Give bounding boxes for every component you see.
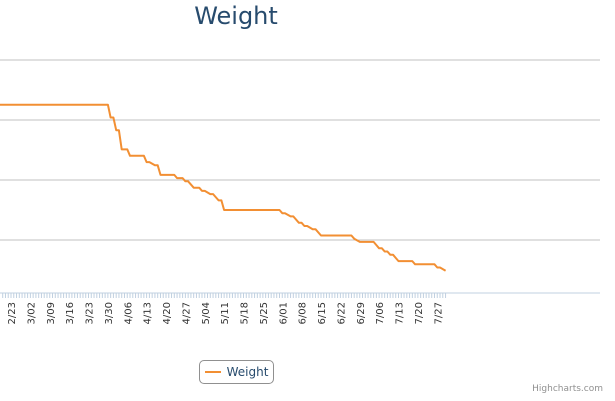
x-ticks xyxy=(2,293,447,298)
x-tick-label: 5/04 xyxy=(201,302,212,324)
x-tick-label: 4/06 xyxy=(123,302,134,324)
x-tick-label: 4/13 xyxy=(143,302,154,324)
x-tick-label: 7/06 xyxy=(375,302,386,324)
x-tick-label: 3/02 xyxy=(26,302,37,324)
legend[interactable]: Weight xyxy=(199,360,274,384)
x-tick-label: 5/11 xyxy=(220,302,231,324)
x-tick-label: 6/15 xyxy=(317,302,328,324)
legend-label: Weight xyxy=(226,365,269,379)
x-tick-label: 7/27 xyxy=(433,302,444,324)
legend-line-symbol xyxy=(204,371,221,373)
x-tick-label: 5/18 xyxy=(240,302,251,324)
x-tick-label: 3/23 xyxy=(85,302,96,324)
x-tick-label: 6/22 xyxy=(336,302,347,324)
x-tick-label: 4/20 xyxy=(162,302,173,324)
x-tick-label: 2/23 xyxy=(7,302,18,324)
chart-title: Weight xyxy=(194,2,278,30)
x-tick-label: 5/25 xyxy=(259,302,270,324)
x-tick-labels: 2/23 3/02 3/09 3/16 3/23 3/30 4/06 4/13 4/20 4/27… xyxy=(7,302,444,324)
x-tick-label: 7/13 xyxy=(395,302,406,324)
x-tick-label: 4/27 xyxy=(181,302,192,324)
series-group xyxy=(0,103,447,272)
x-tick-label: 3/16 xyxy=(65,302,76,324)
x-tick-label: 3/30 xyxy=(104,302,115,324)
series-line-weight[interactable] xyxy=(0,103,447,272)
x-tick-label: 6/08 xyxy=(298,302,309,324)
x-tick-label: 7/20 xyxy=(414,302,425,324)
x-tick-label: 6/29 xyxy=(356,302,367,324)
x-tick-label: 6/01 xyxy=(278,302,289,324)
x-tick-label: 3/09 xyxy=(46,302,57,324)
gridlines xyxy=(0,59,600,241)
credits-link[interactable]: Highcharts.com xyxy=(532,384,603,394)
